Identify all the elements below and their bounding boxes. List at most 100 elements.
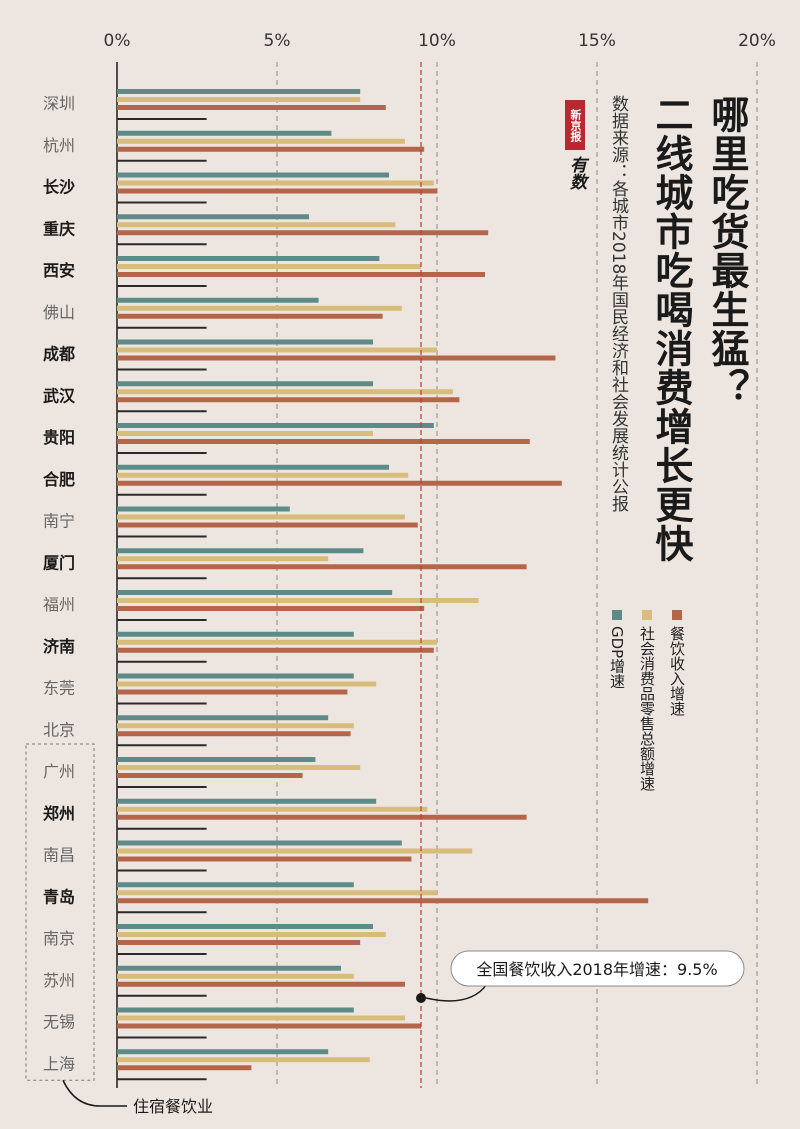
bar-retail <box>117 639 437 645</box>
bar-retail <box>117 347 437 353</box>
bar-retail <box>117 431 373 436</box>
bar-catering <box>117 940 361 945</box>
bar-lodging <box>117 994 207 997</box>
bar-retail <box>117 598 479 603</box>
bar-gdp <box>117 798 377 804</box>
bar-catering <box>117 522 418 528</box>
bar-retail <box>117 1015 405 1021</box>
bar-retail <box>117 97 361 102</box>
bar-lodging <box>117 786 207 788</box>
source-note: 数据来源：各城市2018年国民经济和社会发展统计公报 <box>608 95 628 513</box>
bar-lodging <box>117 285 207 287</box>
bar-gdp <box>117 673 354 679</box>
reference-label: 全国餐饮收入2018年增速：9.5% <box>476 960 717 979</box>
bar-retail <box>117 806 428 812</box>
bar-retail <box>117 389 453 395</box>
bar-catering <box>117 397 460 403</box>
bar-gdp <box>117 965 341 971</box>
bar-gdp <box>117 381 373 387</box>
category-label: 无锡 <box>43 1013 75 1032</box>
category-label: 东莞 <box>43 679 75 698</box>
bar-catering <box>117 814 527 820</box>
category-label: 重庆 <box>43 219 75 238</box>
bar-gdp <box>117 924 373 929</box>
bar-lodging <box>117 577 207 580</box>
chart-title: 哪里吃货最生猛？ <box>705 95 749 407</box>
category-label: 杭州 <box>43 136 75 155</box>
bar-catering <box>117 188 437 194</box>
category-label: 广州 <box>43 762 75 781</box>
bar-catering <box>117 898 649 904</box>
category-label: 深圳 <box>43 94 75 113</box>
bar-catering <box>117 981 405 987</box>
category-label: 成都 <box>43 345 75 364</box>
bar-lodging <box>117 159 207 162</box>
category-label: 贵阳 <box>43 428 75 447</box>
tick-label: 20% <box>738 31 776 51</box>
bar-gdp <box>117 297 319 303</box>
legend-gdp: GDP增速 <box>607 610 627 688</box>
bar-gdp <box>117 506 290 512</box>
bar-lodging <box>117 827 207 830</box>
reference-dot <box>416 993 426 1003</box>
bar-retail <box>117 514 405 520</box>
bar-gdp <box>117 464 389 470</box>
bar-retail <box>117 1057 370 1063</box>
bar-catering <box>117 1065 252 1071</box>
bar-gdp <box>117 882 354 888</box>
bar-catering <box>117 230 489 236</box>
bar-catering <box>117 606 425 611</box>
bar-gdp <box>117 256 380 261</box>
reference-callout <box>450 950 745 987</box>
category-label: 合肥 <box>43 470 75 489</box>
bar-retail <box>117 681 377 687</box>
bar-gdp <box>117 1007 354 1013</box>
tick-label: 0% <box>104 31 131 51</box>
bar-retail <box>117 556 329 562</box>
bar-lodging <box>117 410 207 413</box>
bar-lodging <box>117 201 207 204</box>
tick-label: 15% <box>578 31 616 51</box>
logo: 新京报 有数 <box>563 100 587 212</box>
chart-annotations: 全国餐饮收入2018年增速：9.5% 住宿餐饮业 <box>25 62 745 1116</box>
bar-retail <box>117 222 396 228</box>
bar-lodging <box>117 744 207 747</box>
lodging-connector <box>62 1079 127 1107</box>
bar-catering <box>117 1023 421 1029</box>
bar-retail <box>117 138 405 144</box>
bar-catering <box>117 439 530 444</box>
bar-retail <box>117 180 434 186</box>
category-label: 武汉 <box>43 386 76 405</box>
bar-catering <box>117 564 527 570</box>
bar-retail <box>117 973 354 979</box>
bar-lodging <box>117 493 207 496</box>
category-label: 青岛 <box>43 887 75 906</box>
bar-lodging <box>117 953 207 955</box>
bar-lodging <box>117 702 207 705</box>
bar-gdp <box>117 214 309 220</box>
bar-lodging <box>117 911 207 914</box>
category-label: 佛山 <box>43 303 75 322</box>
bar-lodging <box>117 1036 207 1039</box>
category-label: 郑州 <box>43 804 75 823</box>
category-label: 福州 <box>43 595 75 614</box>
bar-retail <box>117 932 386 937</box>
bar-lodging <box>117 660 207 663</box>
bar-gdp <box>117 840 402 846</box>
category-label: 南宁 <box>43 512 75 531</box>
category-label: 长沙 <box>43 178 75 197</box>
bar-retail <box>117 890 437 896</box>
category-label: 厦门 <box>43 553 75 572</box>
bar-retail <box>117 723 354 729</box>
bar-gdp <box>117 715 329 721</box>
bar-gdp <box>117 548 364 554</box>
bar-gdp <box>117 89 361 94</box>
legend-label-retail: 社会消费品零售总额增速 <box>638 626 656 791</box>
tick-label: 10% <box>418 31 456 51</box>
legend-catering: 餐饮收入增速 <box>667 610 687 716</box>
bar-lodging <box>117 1078 207 1081</box>
bar-lodging <box>117 452 207 454</box>
bar-retail <box>117 305 402 311</box>
bar-gdp <box>117 631 354 637</box>
chart-labels: 深圳杭州长沙重庆西安佛山成都武汉贵阳合肥南宁厦门福州济南东莞北京广州郑州南昌青岛… <box>43 94 76 1073</box>
